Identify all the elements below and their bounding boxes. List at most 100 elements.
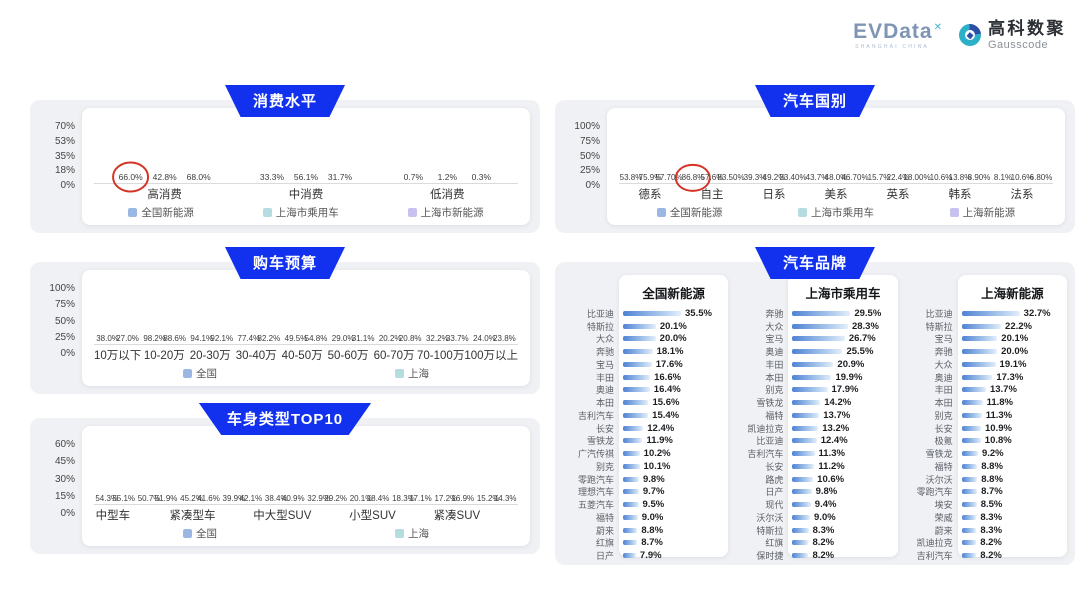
bar-value-label: 0.3% [471,172,491,182]
brand-bar [961,438,981,444]
brand-row: 别克 17.9% [734,384,897,397]
brand-name-label: 零跑汽车 [916,487,953,498]
bar-value-label: 57.6% [700,173,724,182]
legend-label: 上海 [408,528,429,540]
brand-name-label: 长安 [934,423,953,434]
y-axis-labels: 60% 45% 30% 15% 0% [30,439,82,519]
bar-value-label: 50.7% [137,494,161,503]
brand-bar [792,412,820,418]
legend-item[interactable]: 上海市新能源 [407,205,484,220]
brand-row: 大众 19.1% [904,358,1067,371]
legend-label: 上海 [408,368,429,380]
brand-name-label: 大众 [934,359,953,370]
brand-row: 大众 20.0% [565,333,728,346]
y-tick-label: 45% [54,456,75,468]
brand-name-label: 特斯拉 [586,321,614,332]
brand-row: 保时捷 8.2% [734,549,897,562]
brand-name-label: 现代 [765,500,784,511]
bar-value-label: 39.9% [222,494,246,503]
brand-bar [623,463,640,469]
bar-value-label: 43.7% [805,173,829,182]
brand-name-label: 本田 [765,372,784,383]
legend-item[interactable]: 上海市乘用车 [262,205,339,220]
brand-name-label: 宝马 [595,359,614,370]
brand-name-label: 日产 [595,551,614,562]
legend-item[interactable]: 上海 [395,366,429,381]
brand-bar [961,310,1020,316]
brand-bar [961,400,983,406]
brand-row: 特斯拉 20.1% [565,320,728,333]
brand-row: 别克 11.3% [904,409,1067,422]
brand-row: 福特 13.7% [734,409,897,422]
legend-item[interactable]: 上海新能源 [949,205,1015,220]
brand-row: 雪铁龙 11.9% [565,435,728,448]
legend-item[interactable]: 全国 [183,366,217,381]
chart-legend: 全国新能源 上海市乘用车 上海市新能源 [94,205,518,222]
legend-label: 全国 [196,528,217,540]
brand-list-column: 上海新能源比亚迪 32.7% 特斯拉 22.2% 宝马 20.1% 奔驰 20.0% 大众 19.… [904,275,1067,561]
brand-row: 宝马 26.7% [734,333,897,346]
panel-body-type-top10: 车身类型TOP10 60% 45% 30% 15% 0% 54.3% 55.1% 50.7%… [30,403,540,554]
brand-value-label: 11.2% [818,460,845,472]
legend-item[interactable]: 全国新能源 [128,205,194,220]
brand-value-label: 10.8% [984,435,1012,447]
brand-bar [623,336,656,342]
chart-legend: 全国 上海 [94,366,518,383]
brand-bar [792,514,811,520]
y-tick-label: 0% [585,180,600,191]
brand-row: 零跑汽车 8.7% [904,486,1067,499]
brand-value-label: 16.6% [654,371,682,383]
bar-value-label: 24.0% [473,334,496,343]
brand-bar [961,323,1002,329]
brand-list-column: 全国新能源 比亚迪 35.5% 特斯拉 20.1% 大众 20.0% 奔驰 18.1% 宝马 17.… [565,275,729,561]
brand-value-label: 28.3% [851,320,879,332]
x-category-label: 德系 [638,189,662,201]
brand-bar [961,374,993,380]
bar-value-label: 94.1% [190,334,214,343]
brand-name-label: 奔驰 [765,308,784,319]
legend-item[interactable]: 全国 [183,526,217,541]
chart-legend: 全国新能源 上海市乘用车 上海新能源 [619,205,1053,222]
brand-value-label: 35.5% [685,307,712,319]
x-category-label [480,507,518,523]
x-category-label: 紧凑SUV [433,510,481,522]
legend-label: 上海市乘用车 [810,207,874,219]
brand-value-label: 20.0% [659,333,687,345]
brand-name-label: 比亚迪 [756,436,784,447]
x-category-label [216,507,254,523]
brand-row: 五菱汽车 9.5% [565,498,728,511]
brand-row: 沃尔沃 8.8% [904,473,1067,486]
brand-row: 奔驰 20.0% [904,345,1067,358]
brand-name-label: 零跑汽车 [577,474,614,485]
brand-bar [792,374,832,380]
bar-value-label: 20.2% [378,334,402,343]
brand-row: 埃安 8.5% [904,498,1067,511]
brand-bar [623,502,639,508]
bar-value-label: 38.0% [96,334,119,343]
brand-bar [792,463,815,469]
legend-item[interactable]: 上海 [395,526,429,541]
bar-plot: 66.0% 42.8% 68.0% 33.3% 56.1% 31.7% 0.7% 1.2% 0.… [94,126,518,184]
brand-name-label: 福特 [765,410,784,421]
x-category-label: 60-70万 [373,350,415,362]
bar-value-label: 8.1% [993,173,1013,182]
x-category-label: 40-50万 [281,350,323,362]
brand-bar [792,323,848,329]
legend-label: 上海市乘用车 [275,207,339,219]
legend-item[interactable]: 上海市乘用车 [797,205,874,220]
brand-name-label: 吉利汽车 [577,410,614,421]
brand-row: 广汽传祺 10.2% [565,447,728,460]
x-category-label [132,507,170,523]
bar-value-label: 1.2% [437,172,457,182]
brand-name-label: 荣威 [934,512,953,523]
brand-list-title: 上海新能源 [981,287,1044,301]
y-axis-labels: 100% 75% 50% 25% 0% [555,121,607,191]
brand-rows: 比亚迪 32.7% 特斯拉 22.2% 宝马 20.1% 奔驰 20.0% 大众 19.1% 奥迪 1… [904,307,1067,562]
x-axis-labels: 中型车 紧凑型车 中大型SUV 小型SUV 紧凑SUV [94,507,518,523]
bar-value-label: 57.70% [655,173,683,182]
brand-columns: 全国新能源 比亚迪 35.5% 特斯拉 20.1% 大众 20.0% 奔驰 18.1% 宝马 17.… [555,262,1075,565]
brand-value-label: 16.4% [653,384,681,396]
evdata-wordmark: EVData [853,19,933,43]
brand-value-label: 20.9% [837,358,865,370]
legend-item[interactable]: 全国新能源 [656,205,722,220]
